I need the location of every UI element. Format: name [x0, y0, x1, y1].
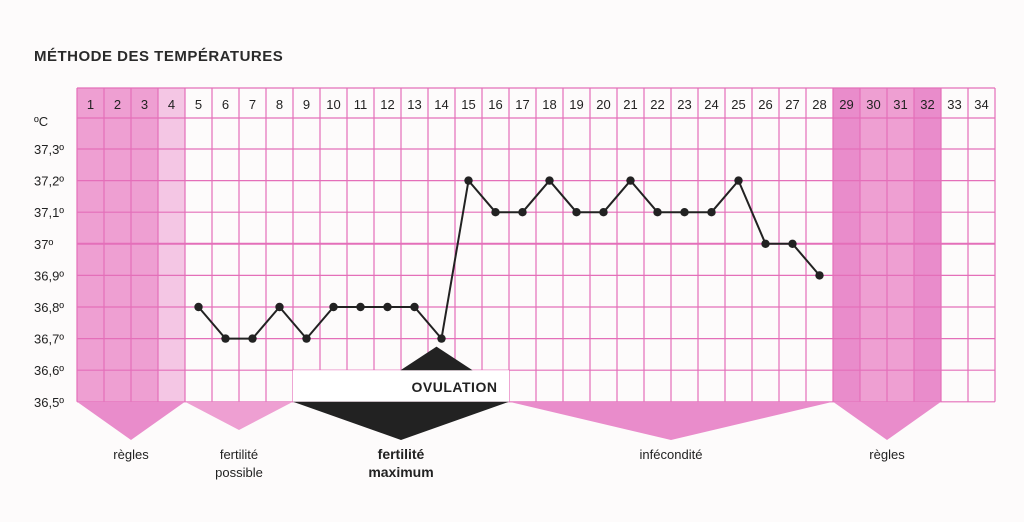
temperature-point	[653, 208, 662, 217]
y-tick-label: 37,3º	[34, 142, 64, 157]
day-label: 10	[326, 97, 340, 112]
y-tick-label: 37,1º	[34, 205, 64, 220]
phase-label: règles	[113, 447, 149, 462]
y-tick-label: 36,8º	[34, 300, 64, 315]
temperature-point	[302, 334, 311, 343]
day-label: 4	[168, 97, 175, 112]
phase-label: fertilité	[378, 446, 425, 462]
day-label: 18	[542, 97, 556, 112]
temperature-point	[626, 176, 635, 185]
temperature-point	[464, 176, 473, 185]
day-label: 17	[515, 97, 529, 112]
y-tick-label: 37º	[34, 237, 53, 252]
y-tick-label: 36,9º	[34, 268, 64, 283]
period-column	[914, 88, 941, 402]
day-label: 28	[812, 97, 826, 112]
day-label: 31	[893, 97, 907, 112]
day-label: 14	[434, 97, 448, 112]
phase-triangle	[509, 401, 833, 440]
day-label: 29	[839, 97, 853, 112]
temperature-point	[707, 208, 716, 217]
temperature-point	[356, 302, 365, 312]
period-column	[158, 88, 185, 402]
temperature-point	[518, 208, 527, 217]
day-label: 6	[222, 97, 229, 112]
day-label: 9	[303, 97, 310, 112]
temperature-point	[410, 302, 419, 312]
period-column	[131, 88, 158, 402]
temperature-point	[734, 176, 743, 185]
temperature-point	[329, 302, 338, 312]
day-label: 1	[87, 97, 94, 112]
ovulation-label: OVULATION	[412, 379, 498, 395]
chart-title: MÉTHODE DES TEMPÉRATURES	[34, 48, 284, 65]
temperature-point	[815, 271, 824, 280]
phase-label: possible	[215, 465, 263, 480]
day-label: 20	[596, 97, 610, 112]
ovulation-box	[293, 370, 509, 402]
day-label: 30	[866, 97, 880, 112]
y-tick-label: 36,5º	[34, 395, 64, 410]
temperature-point	[383, 302, 392, 312]
phase-label: fertilité	[220, 447, 258, 462]
day-label: 22	[650, 97, 664, 112]
temperature-point	[248, 334, 257, 343]
day-label: 16	[488, 97, 502, 112]
day-label: 11	[354, 97, 368, 112]
temperature-point	[491, 208, 500, 217]
temperature-point	[221, 334, 230, 343]
period-column	[77, 88, 104, 402]
day-label: 7	[249, 97, 256, 112]
temperature-line	[197, 178, 821, 341]
temperature-point	[572, 208, 581, 217]
day-label: 13	[407, 97, 421, 112]
temperature-point	[275, 302, 284, 312]
day-label: 24	[704, 97, 718, 112]
day-label: 12	[380, 97, 394, 112]
y-tick-label: 36,7º	[34, 332, 64, 347]
phase-triangle	[293, 401, 509, 440]
temperature-point	[545, 176, 554, 185]
day-label: 25	[731, 97, 745, 112]
period-column	[887, 88, 914, 402]
day-label: 21	[623, 97, 637, 112]
phase-label: maximum	[368, 464, 433, 480]
day-label: 5	[195, 97, 202, 112]
day-label: 27	[785, 97, 799, 112]
day-label: 26	[758, 97, 772, 112]
phase-triangle	[77, 401, 185, 440]
period-column	[104, 88, 131, 402]
temperature-point	[788, 239, 797, 248]
period-column	[860, 88, 887, 402]
day-label: 15	[461, 97, 475, 112]
phase-triangle	[833, 401, 941, 440]
day-label: 34	[974, 97, 988, 112]
phase-label: règles	[869, 447, 905, 462]
y-tick-label: 37,2º	[34, 174, 64, 189]
temperature-point	[437, 334, 446, 343]
day-label: 33	[947, 97, 961, 112]
temperature-point	[194, 302, 203, 312]
temperature-point	[599, 208, 608, 217]
ovulation-triangle	[400, 346, 473, 371]
phase-triangle	[185, 401, 293, 430]
day-label: 19	[569, 97, 583, 112]
y-tick-label: 36,6º	[34, 363, 64, 378]
phase-label: infécondité	[640, 447, 703, 462]
temperature-point	[761, 239, 770, 248]
day-label: 23	[677, 97, 691, 112]
day-label: 2	[114, 97, 121, 112]
day-label: 32	[920, 97, 934, 112]
day-label: 3	[141, 97, 148, 112]
period-column	[833, 88, 860, 402]
unit-label: ºC	[34, 114, 48, 129]
temperature-point	[680, 208, 689, 217]
day-label: 8	[276, 97, 283, 112]
